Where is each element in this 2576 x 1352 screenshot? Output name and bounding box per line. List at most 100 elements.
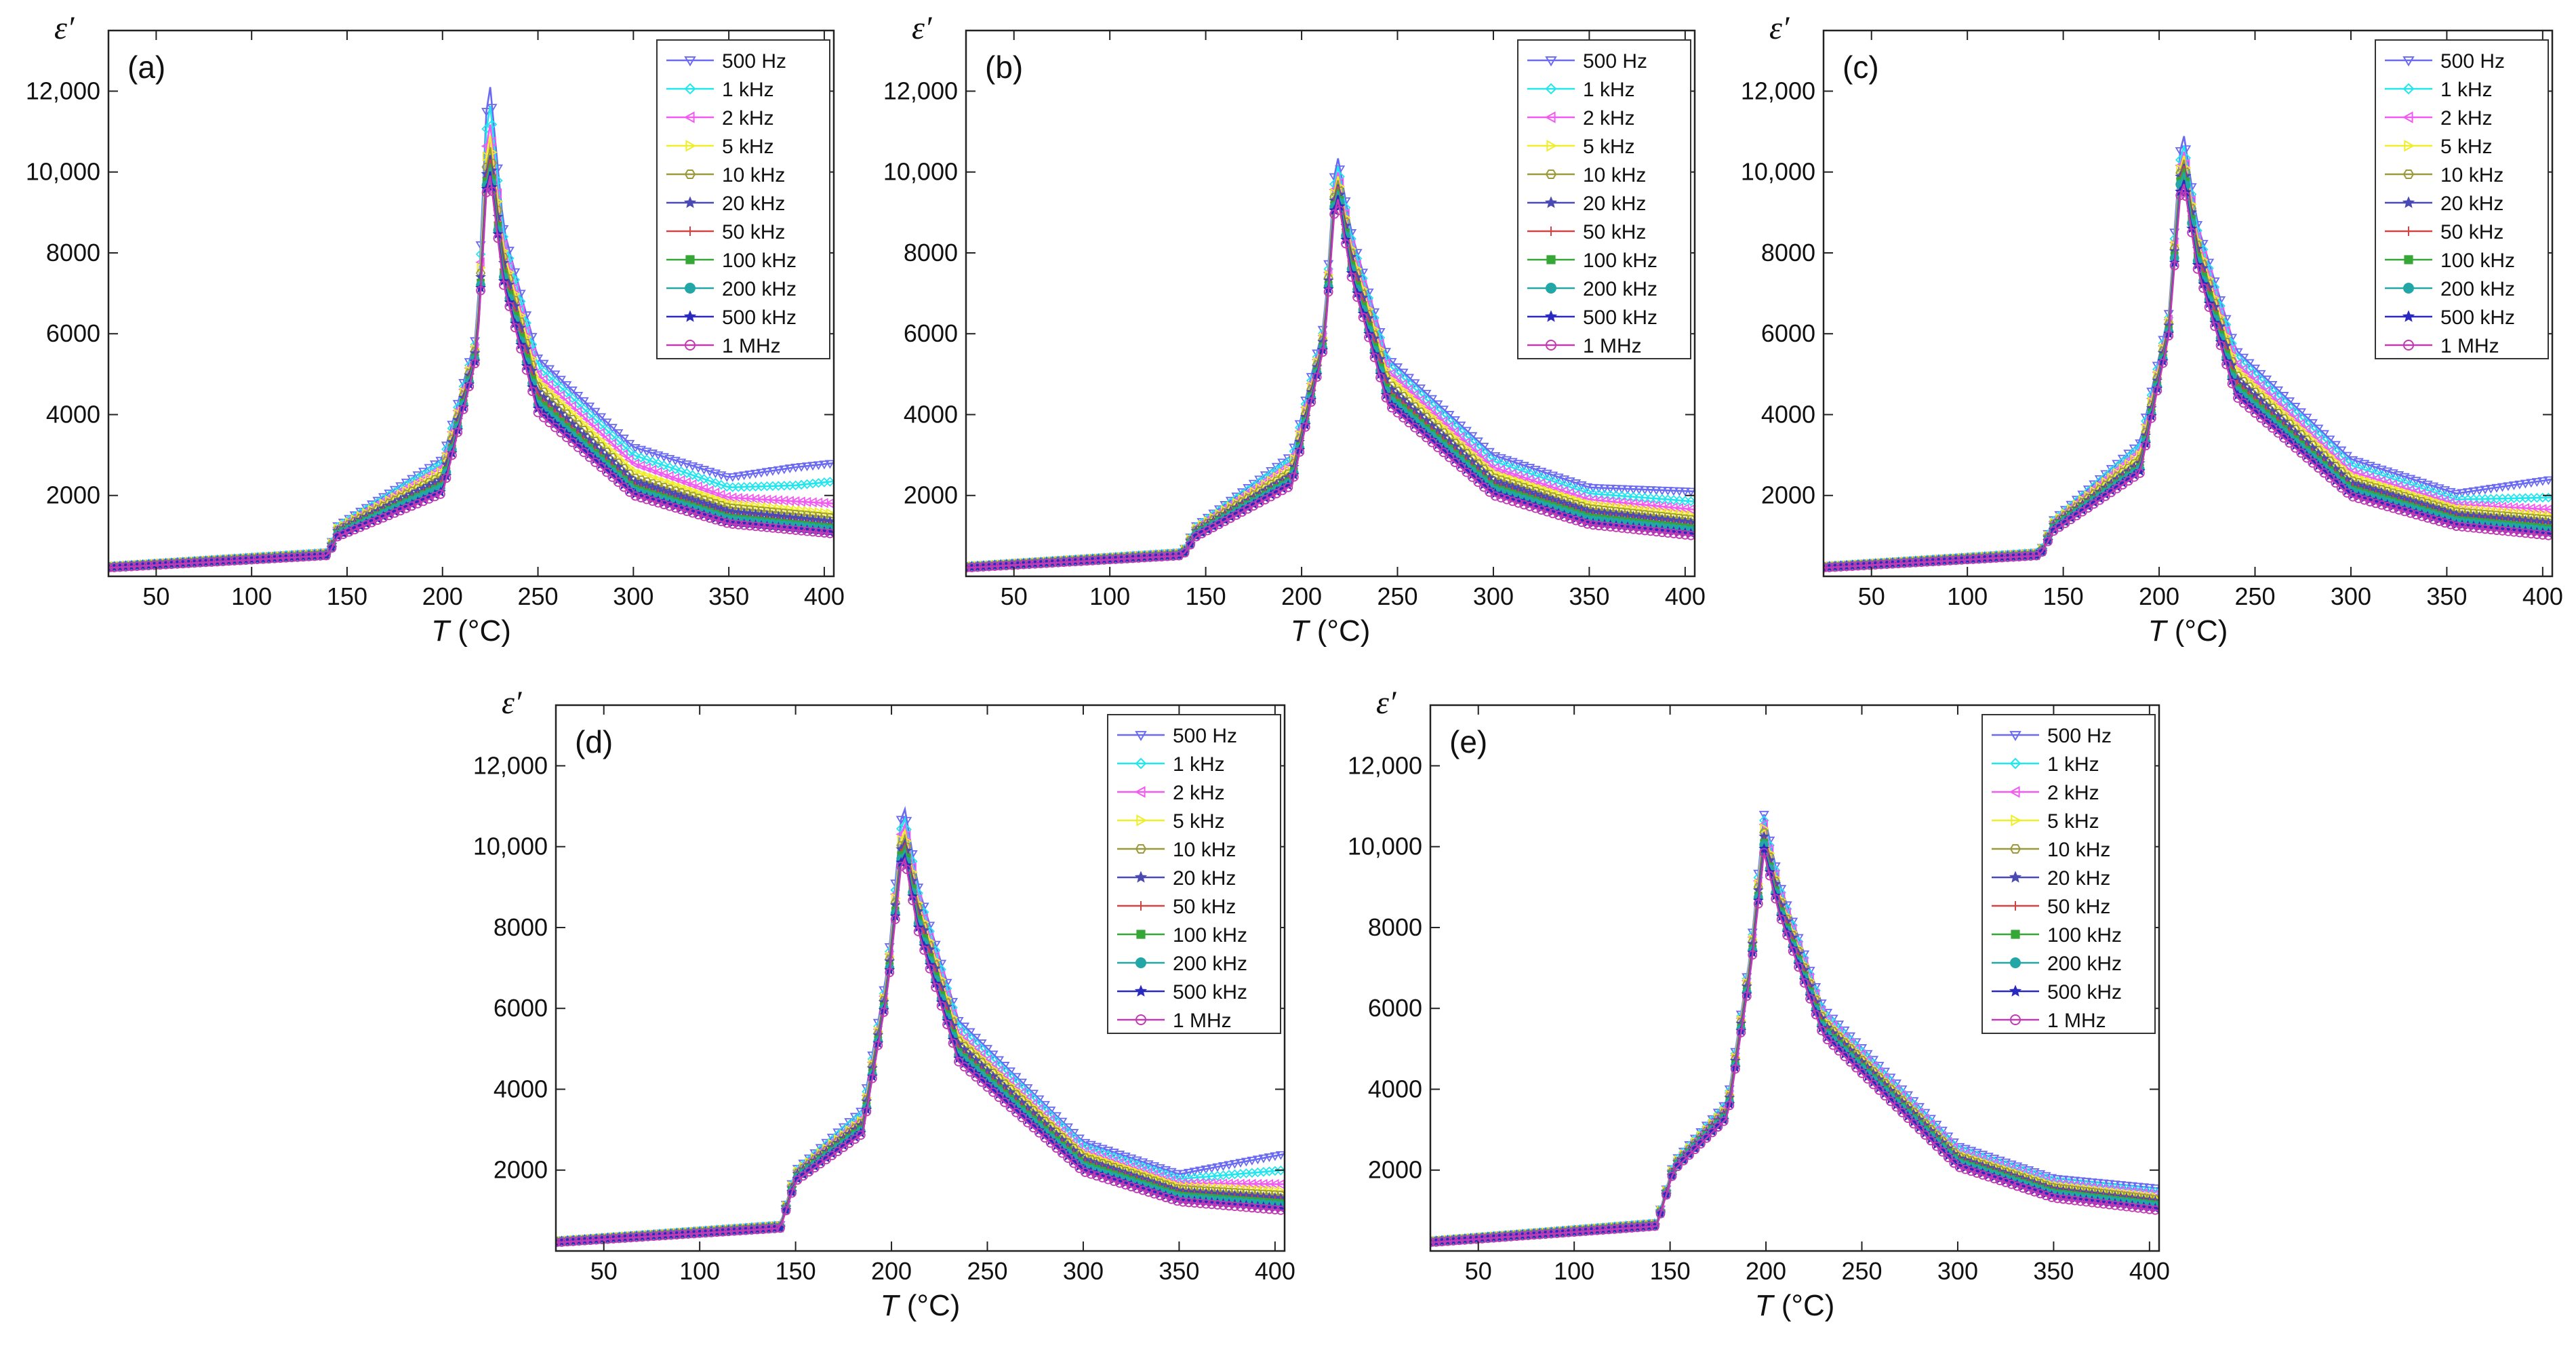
legend-box — [1107, 714, 1281, 1034]
legend-marker — [2010, 957, 2021, 968]
legend-label: 2 kHz — [722, 107, 774, 130]
legend-marker — [2404, 140, 2415, 152]
legend-label: 1 kHz — [2047, 753, 2099, 776]
legend-marker — [1544, 196, 1558, 208]
y-tick-label: 10,000 — [1741, 158, 1815, 186]
legend-box — [1517, 39, 1691, 359]
y-tick-label: 6000 — [1761, 319, 1815, 347]
legend-marker — [1135, 1014, 1147, 1025]
series-markers-10 — [966, 205, 1695, 573]
y-tick-label: 6000 — [46, 319, 100, 347]
legend-marker — [2009, 757, 2021, 770]
y-tick-label: 10,000 — [26, 158, 100, 186]
y-tick-label: 12,000 — [473, 751, 548, 779]
legend-label: 2 kHz — [1583, 107, 1635, 130]
legend-label: 1 MHz — [2440, 335, 2499, 357]
legend-label: 200 kHz — [2047, 953, 2122, 975]
y-axis-label: ε′ — [54, 10, 75, 46]
x-tick-label: 400 — [2522, 582, 2563, 610]
x-tick-label: 400 — [1665, 582, 1706, 610]
legend: 500 Hz 1 kHz 2 kHz 5 kHz 10 kHz 20 kHz 50 kHz 1… — [2375, 39, 2549, 359]
legend-label: 2 kHz — [2440, 107, 2493, 130]
y-tick-label: 10,000 — [1348, 833, 1422, 860]
y-tick-label: 4000 — [904, 400, 958, 428]
legend-label: 1 MHz — [722, 335, 781, 357]
legend-label: 200 kHz — [2440, 278, 2515, 300]
legend-marker — [685, 140, 697, 152]
legend-marker — [2009, 786, 2020, 798]
legend: 500 Hz 1 kHz 2 kHz 5 kHz 10 kHz 20 kHz 50 kHz 1… — [1107, 714, 1281, 1034]
series-line-10 — [108, 175, 834, 569]
y-axis-label: ε′ — [1376, 685, 1397, 721]
legend-label: 2 kHz — [1173, 782, 1225, 804]
panel-label: (c) — [1843, 49, 1879, 85]
legend-marker — [1135, 757, 1147, 770]
legend-marker — [1546, 226, 1556, 236]
y-tick-label: 8000 — [1368, 913, 1422, 941]
x-tick-label: 50 — [1858, 582, 1885, 610]
legend-label: 20 kHz — [722, 193, 785, 215]
x-tick-label: 100 — [1089, 582, 1130, 610]
y-tick-label: 4000 — [1761, 400, 1815, 428]
legend-marker — [1544, 310, 1558, 322]
legend-label: 200 kHz — [1173, 953, 1247, 975]
legend-label: 20 kHz — [2440, 193, 2503, 215]
legend-label: 500 Hz — [2440, 50, 2505, 73]
panel-label: (d) — [575, 724, 613, 759]
x-tick-label: 50 — [1001, 582, 1028, 610]
series-group — [966, 158, 1695, 573]
x-tick-label: 200 — [1746, 1257, 1786, 1285]
chart-panel-b: 50 100 150 200 250 300 350 400 2000 4000 6000 8000 1… — [883, 10, 1706, 648]
legend-marker — [1134, 985, 1148, 997]
x-tick-label: 300 — [2331, 582, 2371, 610]
x-tick-label: 200 — [422, 582, 463, 610]
legend-label: 1 kHz — [1173, 753, 1225, 776]
legend-marker — [1546, 140, 1558, 152]
series-line-10 — [556, 856, 1285, 1244]
y-tick-label: 8000 — [1761, 239, 1815, 266]
y-tick-label: 6000 — [904, 319, 958, 347]
legend-label: 20 kHz — [1173, 867, 1236, 890]
y-tick-label: 8000 — [46, 239, 100, 266]
legend-box — [1981, 714, 2156, 1034]
x-tick-label: 400 — [804, 582, 845, 610]
legend-marker — [685, 255, 695, 264]
y-tick-label: 6000 — [494, 994, 548, 1022]
x-tick-label: 200 — [1281, 582, 1322, 610]
plot-frame — [1822, 29, 2554, 578]
y-tick-label: 8000 — [904, 239, 958, 266]
series-markers-10 — [108, 186, 834, 573]
legend-marker — [683, 111, 695, 123]
y-tick-label: 6000 — [1368, 994, 1422, 1022]
legend-marker — [2402, 56, 2415, 66]
legend-label: 1 kHz — [722, 79, 774, 101]
legend-marker — [1545, 169, 1557, 180]
x-axis-title: T (°C) — [1291, 614, 1371, 648]
legend-label: 500 kHz — [2047, 981, 2122, 1003]
plot-frame — [1429, 704, 2160, 1252]
legend-label: 500 kHz — [1173, 981, 1247, 1003]
y-tick-label: 4000 — [46, 400, 100, 428]
x-tick-label: 150 — [2043, 582, 2084, 610]
legend-label: 500 kHz — [1583, 306, 1657, 329]
chart-panel-e: 50 100 150 200 250 300 350 400 2000 4000 6000 8000 1… — [1348, 685, 2170, 1322]
series-line-10 — [1430, 852, 2159, 1244]
y-tick-label: 10,000 — [473, 833, 548, 860]
y-tick-label: 2000 — [904, 481, 958, 509]
legend-label: 1 MHz — [2047, 1010, 2106, 1032]
legend-label: 5 kHz — [1173, 810, 1225, 833]
legend-label: 1 kHz — [1583, 79, 1635, 101]
series-markers-10 — [1824, 191, 2552, 573]
legend-marker — [1135, 957, 1147, 968]
legend-label: 50 kHz — [1173, 896, 1236, 918]
panel-label: (e) — [1449, 724, 1487, 759]
chart-panel-d: 50 100 150 200 250 300 350 400 2000 4000 6000 8000 1… — [473, 685, 1295, 1322]
legend-label: 500 Hz — [1173, 725, 1237, 747]
legend-marker — [2404, 226, 2413, 236]
legend-marker — [685, 226, 695, 236]
x-tick-label: 50 — [1465, 1257, 1492, 1285]
legend-label: 10 kHz — [1583, 164, 1646, 186]
panel-label: (b) — [985, 49, 1023, 85]
x-tick-label: 250 — [967, 1257, 1007, 1285]
